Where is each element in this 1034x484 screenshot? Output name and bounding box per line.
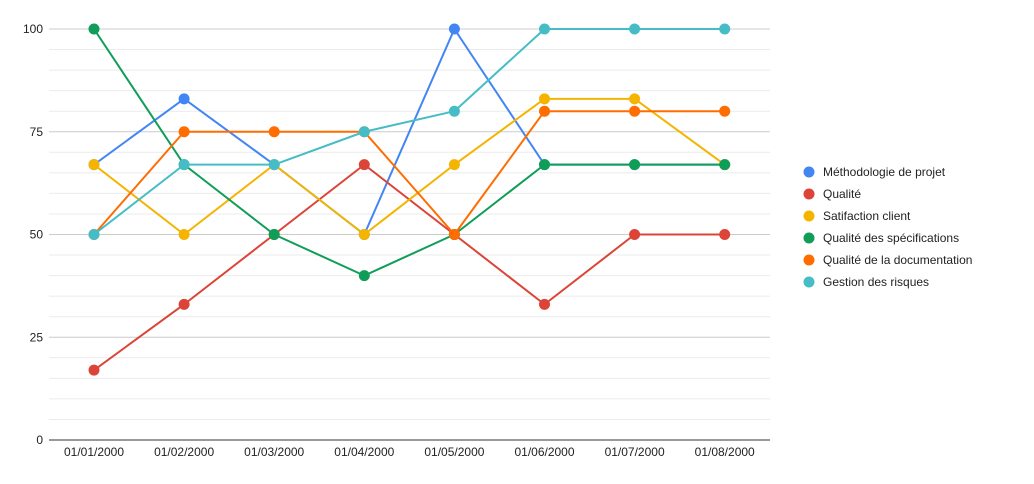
legend-item[interactable]: Méthodologie de projet: [803, 165, 946, 179]
legend-marker: [803, 210, 815, 222]
data-point[interactable]: [539, 298, 550, 310]
legend-item[interactable]: Gestion des risques: [803, 275, 930, 289]
series-line: [93, 28, 725, 277]
data-point[interactable]: [178, 126, 190, 138]
series-line: [93, 110, 725, 236]
data-point[interactable]: [539, 23, 550, 35]
data-point[interactable]: [719, 23, 731, 35]
legend-label: Gestion des risques: [823, 275, 929, 289]
x-tick-label: 01/04/2000: [334, 445, 394, 459]
data-point[interactable]: [539, 159, 550, 171]
x-tick-label: 01/01/2000: [64, 445, 124, 459]
legend-item[interactable]: Satifaction client: [803, 209, 912, 223]
data-point[interactable]: [448, 159, 460, 171]
data-point[interactable]: [88, 229, 100, 240]
data-point[interactable]: [719, 159, 731, 171]
data-point[interactable]: [268, 159, 280, 171]
legend-label: Méthodologie de projet: [823, 165, 946, 179]
data-point[interactable]: [268, 126, 280, 138]
data-point[interactable]: [539, 105, 550, 117]
data-point[interactable]: [358, 126, 370, 138]
legend-label: Qualité de la documentation: [823, 253, 972, 267]
y-tick-label: 0: [36, 433, 43, 447]
y-tick-label: 100: [23, 22, 43, 36]
data-point[interactable]: [448, 105, 460, 117]
data-point[interactable]: [178, 298, 190, 310]
legend-item[interactable]: Qualité des spécifications: [803, 231, 960, 245]
legend-item[interactable]: Qualité de la documentation: [803, 253, 973, 267]
legend: Méthodologie de projet Qualité Satifaction…: [803, 165, 973, 289]
legend-marker: [803, 188, 815, 200]
data-point[interactable]: [719, 229, 731, 240]
x-tick-label: 01/08/2000: [695, 445, 755, 459]
legend-marker: [803, 232, 815, 244]
x-tick-label: 01/03/2000: [244, 445, 304, 459]
data-point[interactable]: [178, 159, 190, 171]
series-6: [88, 23, 731, 240]
axis-layer: 0 25 50 75 100 01/01/2000 01/02/2000 01/03/2000…: [23, 22, 770, 459]
data-point[interactable]: [629, 23, 641, 35]
series-line: [93, 28, 725, 236]
data-point[interactable]: [88, 364, 100, 376]
series-line: [93, 97, 726, 236]
data-point[interactable]: [629, 105, 641, 117]
legend-marker: [803, 166, 815, 178]
grid-layer: [49, 28, 770, 420]
data-point[interactable]: [178, 229, 190, 240]
legend-label: Qualité: [823, 187, 861, 201]
data-point[interactable]: [358, 270, 370, 282]
series-3: [88, 93, 731, 240]
data-point[interactable]: [629, 159, 641, 171]
legend-label: Satifaction client: [823, 209, 911, 223]
x-tick-label: 01/06/2000: [514, 445, 574, 459]
data-point[interactable]: [629, 93, 641, 105]
series-2: [88, 159, 731, 376]
legend-label: Qualité des spécifications: [823, 231, 959, 245]
data-point[interactable]: [629, 229, 641, 240]
x-tick-label: 01/05/2000: [424, 445, 484, 459]
series-layer: [88, 23, 731, 376]
data-point[interactable]: [88, 159, 100, 171]
data-point[interactable]: [448, 23, 460, 35]
legend-marker: [803, 276, 815, 288]
legend-item[interactable]: Qualité: [803, 187, 862, 201]
data-point[interactable]: [88, 23, 100, 35]
series-line: [93, 163, 725, 371]
y-tick-label: 25: [30, 330, 44, 344]
data-point[interactable]: [719, 105, 731, 117]
x-tick-label: 01/02/2000: [154, 445, 214, 459]
y-tick-label: 50: [30, 228, 44, 242]
y-tick-label: 75: [30, 125, 44, 139]
data-point[interactable]: [358, 159, 370, 171]
data-point[interactable]: [448, 229, 460, 240]
data-point[interactable]: [178, 93, 190, 105]
x-tick-label: 01/07/2000: [605, 445, 665, 459]
data-point[interactable]: [539, 93, 550, 105]
legend-marker: [803, 254, 815, 266]
data-point[interactable]: [268, 229, 280, 240]
data-point[interactable]: [358, 229, 370, 240]
